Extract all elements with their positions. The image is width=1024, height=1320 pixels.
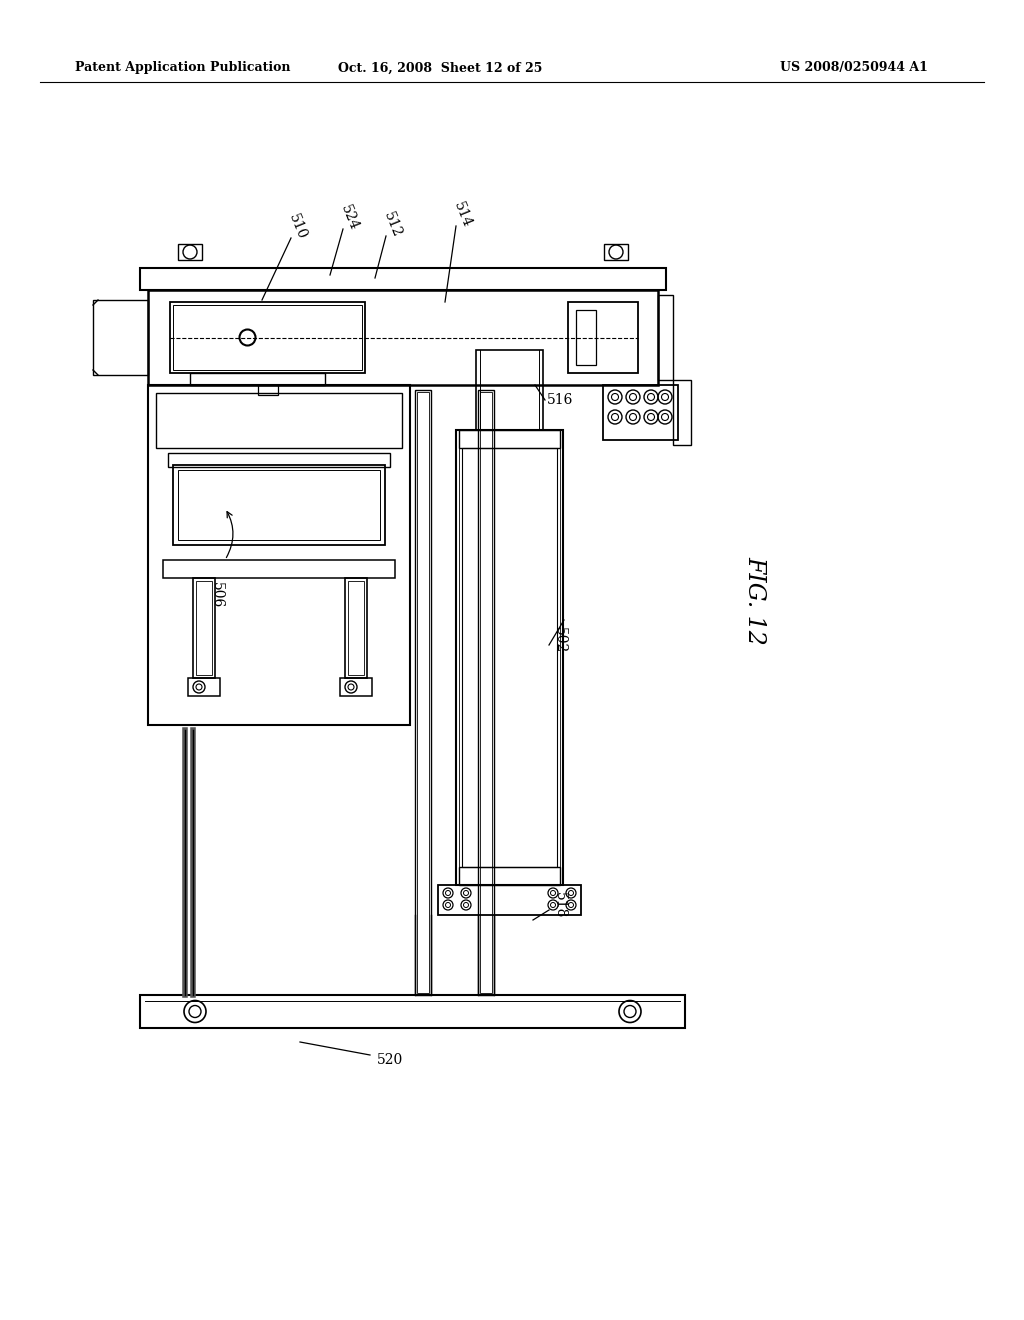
Bar bbox=[604, 244, 628, 260]
Bar bbox=[257, 385, 278, 395]
Bar bbox=[188, 678, 220, 696]
Bar bbox=[673, 380, 691, 445]
Bar bbox=[156, 393, 402, 447]
Bar bbox=[456, 430, 563, 884]
Bar bbox=[168, 453, 390, 467]
Bar bbox=[478, 389, 494, 995]
Bar bbox=[140, 268, 666, 290]
Bar bbox=[568, 302, 638, 374]
Bar bbox=[148, 385, 410, 725]
Text: 510: 510 bbox=[287, 213, 309, 242]
Bar bbox=[163, 560, 395, 578]
Bar bbox=[340, 678, 372, 696]
Text: 518: 518 bbox=[553, 892, 567, 919]
Bar bbox=[178, 244, 202, 260]
Bar bbox=[190, 374, 325, 385]
Bar bbox=[459, 430, 560, 447]
Bar bbox=[462, 447, 557, 867]
Text: 506: 506 bbox=[210, 582, 224, 609]
Bar bbox=[658, 294, 673, 380]
Bar bbox=[93, 300, 148, 375]
Bar bbox=[480, 392, 492, 993]
Bar bbox=[148, 290, 658, 385]
Text: Oct. 16, 2008  Sheet 12 of 25: Oct. 16, 2008 Sheet 12 of 25 bbox=[338, 62, 542, 74]
Bar bbox=[170, 302, 365, 374]
Text: FIG. 12: FIG. 12 bbox=[743, 556, 767, 644]
Bar bbox=[603, 385, 678, 440]
Bar bbox=[348, 581, 364, 675]
Bar bbox=[476, 350, 543, 430]
Bar bbox=[173, 465, 385, 545]
Bar bbox=[459, 867, 560, 884]
Bar bbox=[438, 884, 581, 915]
Bar bbox=[345, 578, 367, 678]
Text: 520: 520 bbox=[377, 1053, 403, 1067]
Text: 524: 524 bbox=[339, 203, 361, 232]
Bar bbox=[415, 389, 431, 995]
Bar bbox=[140, 995, 685, 1028]
Bar bbox=[193, 578, 215, 678]
Bar bbox=[417, 392, 429, 993]
Text: US 2008/0250944 A1: US 2008/0250944 A1 bbox=[780, 62, 928, 74]
Bar bbox=[575, 310, 596, 366]
Bar bbox=[173, 305, 362, 370]
Bar bbox=[196, 581, 212, 675]
Text: 502: 502 bbox=[553, 627, 567, 653]
Text: 516: 516 bbox=[547, 393, 573, 407]
Text: 512: 512 bbox=[382, 210, 404, 240]
Text: 514: 514 bbox=[452, 201, 474, 230]
Text: Patent Application Publication: Patent Application Publication bbox=[75, 62, 291, 74]
Bar bbox=[178, 470, 380, 540]
